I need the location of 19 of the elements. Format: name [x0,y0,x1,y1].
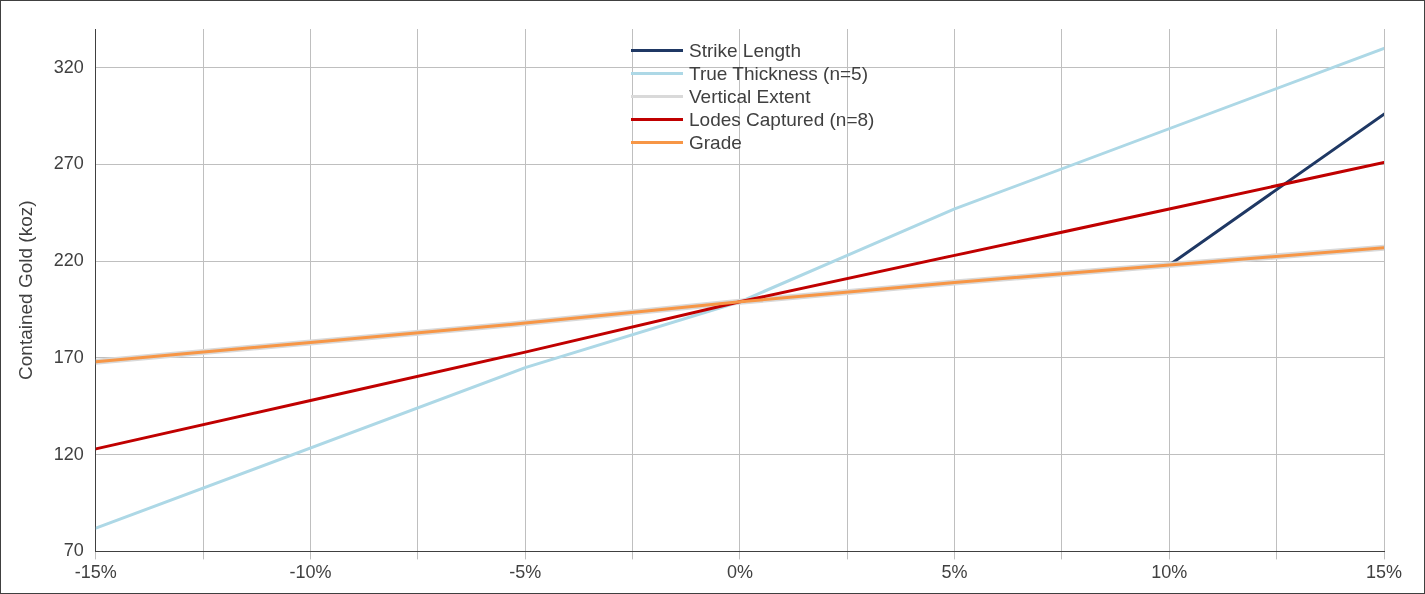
y-tick-label: 70 [63,540,84,561]
legend-label: Grade [689,131,742,154]
x-tick-label: 0% [726,562,753,583]
x-tick-label: -15% [74,562,117,583]
legend-label: Strike Length [689,39,801,62]
y-tick-label: 120 [53,443,84,464]
y-axis-title: Contained Gold (koz) [14,200,36,380]
y-tick-label: 320 [53,56,84,77]
legend-label: Lodes Captured (n=8) [689,108,875,131]
y-tick-label: 170 [53,346,84,367]
y-tick-label: 220 [53,250,84,271]
legend-label: True Thickness (n=5) [689,62,868,85]
x-tick-label: -10% [289,562,332,583]
x-tick-label: 10% [1151,562,1188,583]
x-tick-label: 15% [1365,562,1403,583]
x-tick-label: -5% [509,562,542,583]
x-tick-label: 5% [941,562,968,583]
legend-label: Vertical Extent [689,85,811,108]
y-tick-label: 270 [53,153,84,174]
